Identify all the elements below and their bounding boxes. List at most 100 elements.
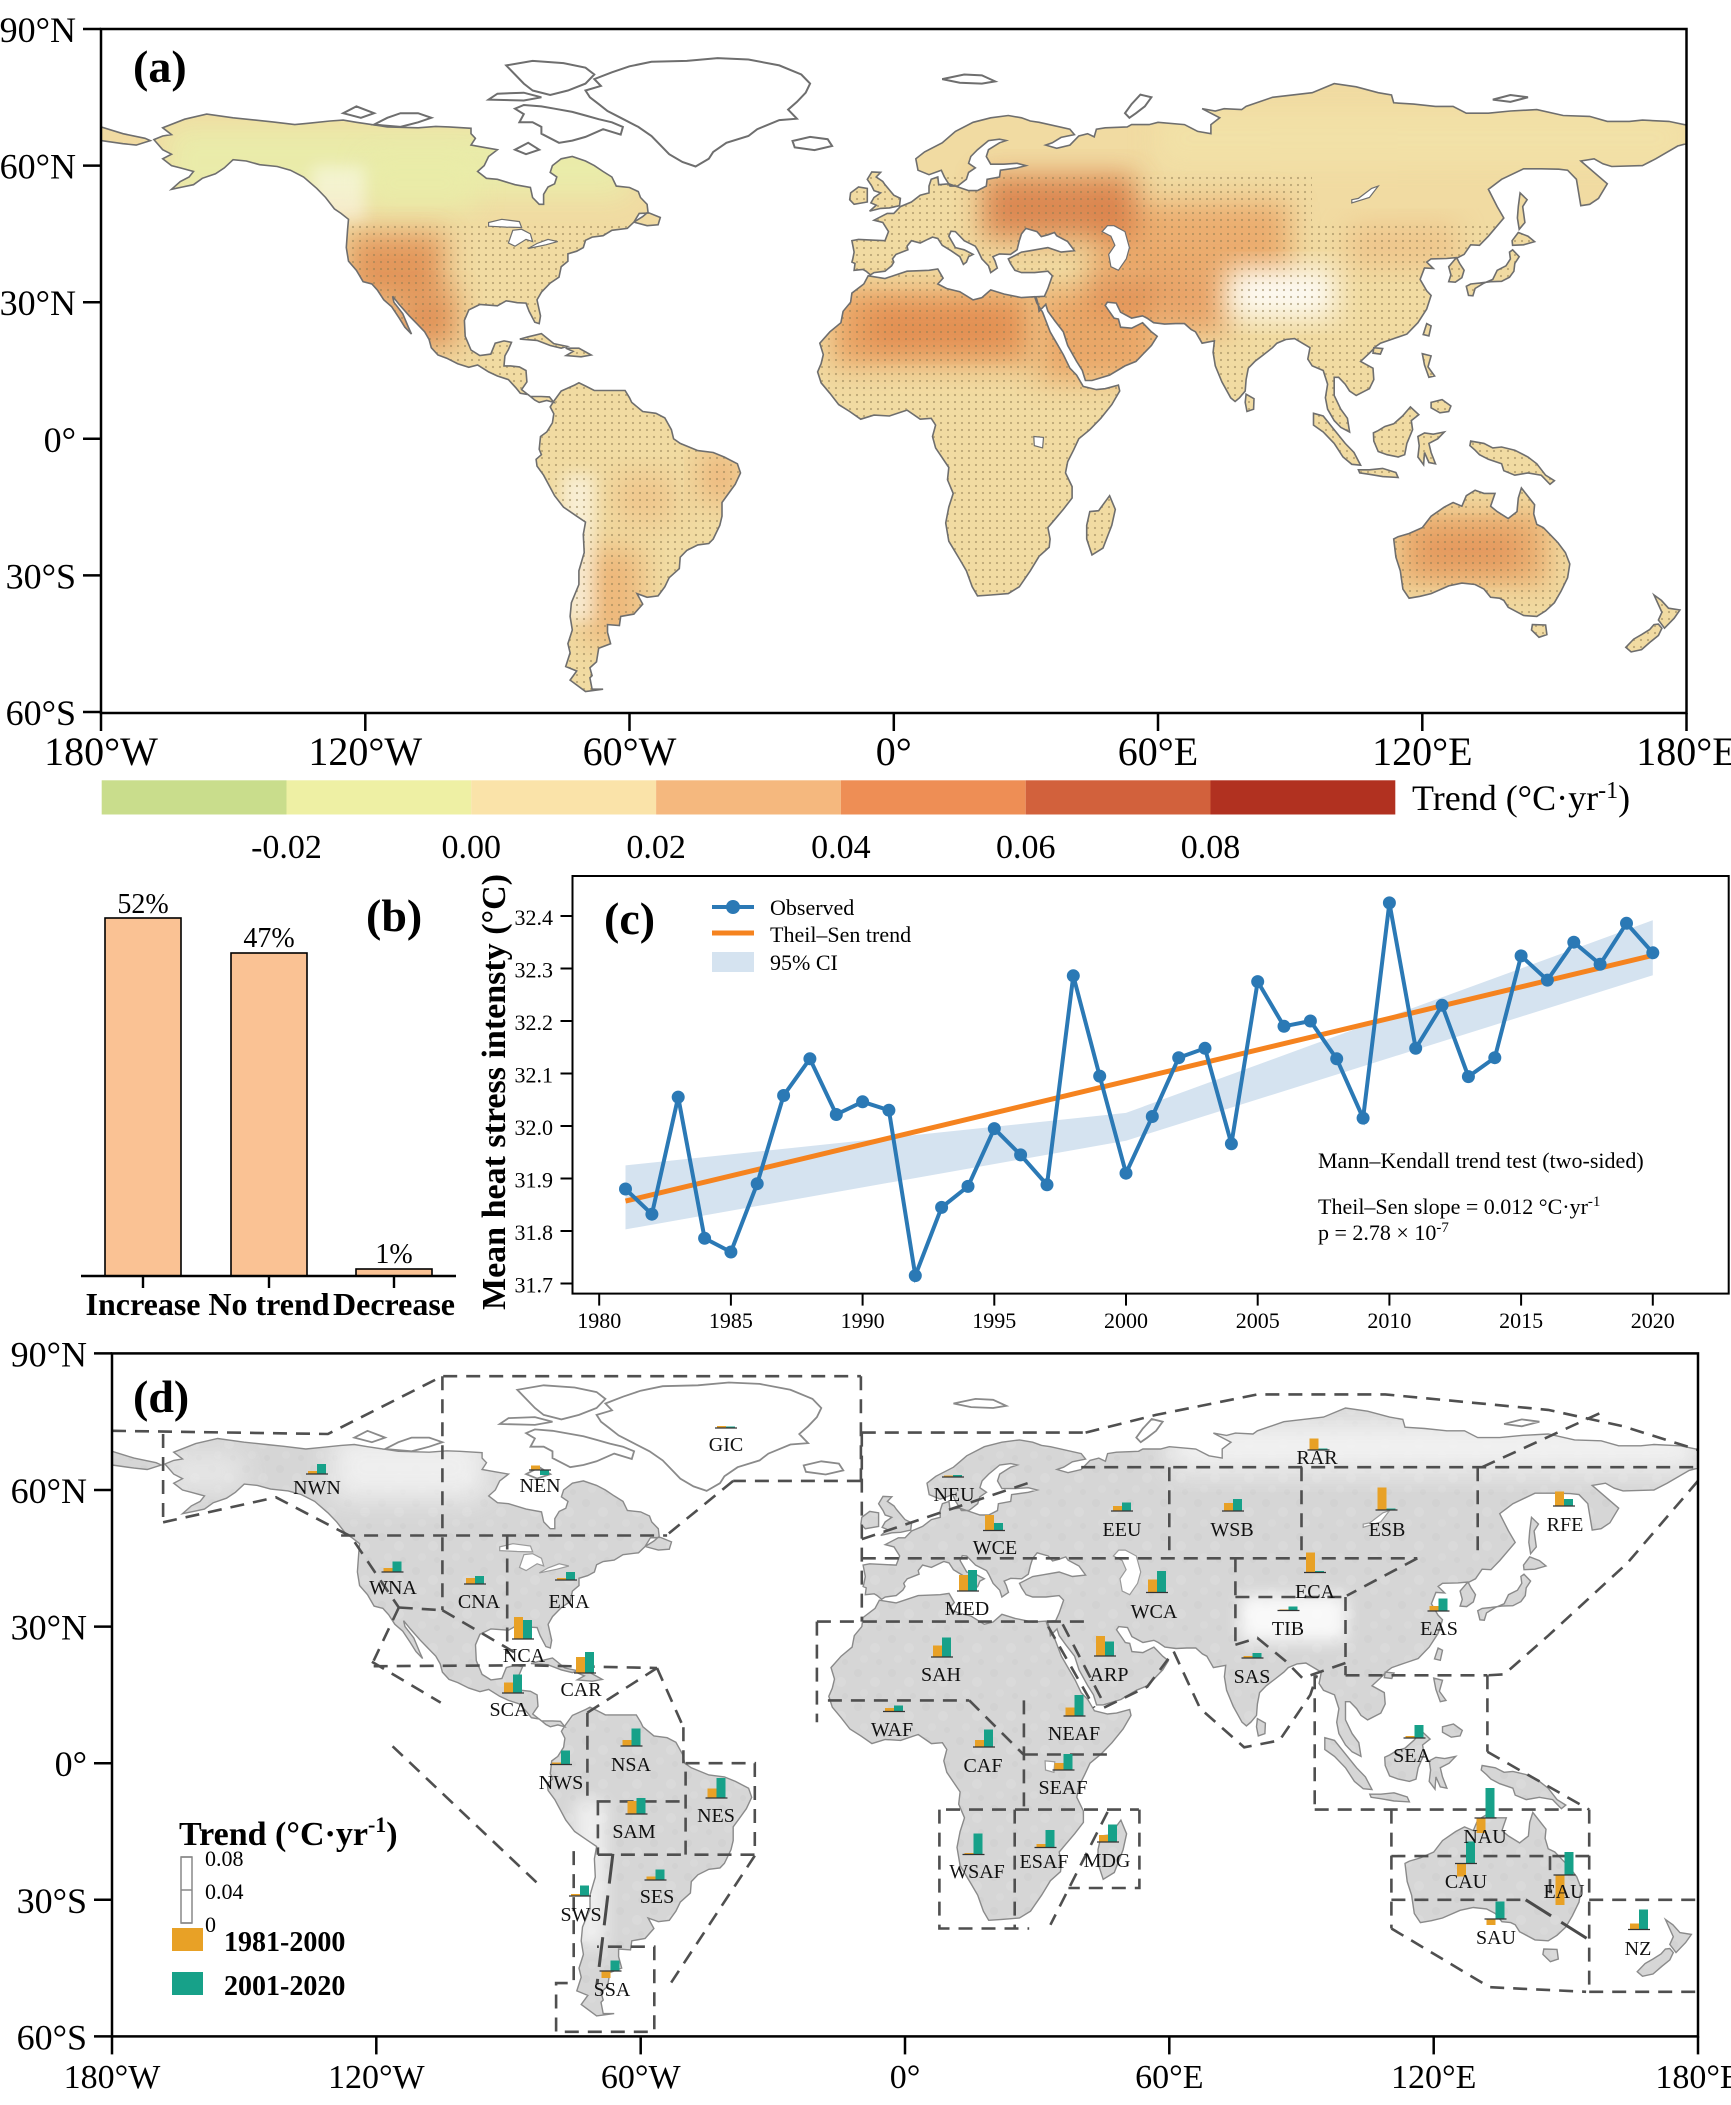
- svg-text:NWS: NWS: [539, 1772, 583, 1794]
- svg-text:WAF: WAF: [871, 1719, 913, 1741]
- svg-text:31.9: 31.9: [515, 1168, 554, 1193]
- svg-text:90°N: 90°N: [11, 1334, 87, 1374]
- svg-text:GIC: GIC: [709, 1434, 743, 1456]
- svg-text:(b): (b): [366, 890, 422, 941]
- svg-text:WSB: WSB: [1210, 1519, 1253, 1541]
- svg-text:Theil–Sen trend: Theil–Sen trend: [770, 922, 911, 947]
- svg-text:Mann–Kendall trend test (two-s: Mann–Kendall trend test (two-sided): [1318, 1148, 1644, 1173]
- svg-text:EEU: EEU: [1103, 1519, 1142, 1541]
- svg-text:SAS: SAS: [1234, 1666, 1271, 1688]
- svg-text:30°S: 30°S: [6, 556, 76, 596]
- svg-text:90°N: 90°N: [0, 10, 76, 50]
- svg-text:32.2: 32.2: [515, 1010, 554, 1035]
- svg-text:MED: MED: [945, 1598, 989, 1620]
- svg-text:2001-2020: 2001-2020: [224, 1971, 345, 2002]
- svg-text:NCA: NCA: [503, 1645, 546, 1667]
- svg-text:(d): (d): [133, 1371, 189, 1422]
- svg-text:1985: 1985: [709, 1308, 753, 1333]
- svg-text:31.7: 31.7: [515, 1273, 554, 1298]
- svg-text:1990: 1990: [841, 1308, 885, 1333]
- svg-text:0°: 0°: [55, 1744, 87, 1784]
- svg-text:SAH: SAH: [921, 1664, 961, 1686]
- svg-text:60°N: 60°N: [0, 147, 76, 187]
- svg-text:NSA: NSA: [611, 1754, 652, 1776]
- svg-text:CAU: CAU: [1445, 1871, 1488, 1893]
- svg-text:47%: 47%: [243, 923, 294, 954]
- svg-text:RAR: RAR: [1296, 1447, 1338, 1469]
- svg-text:60°E: 60°E: [1118, 729, 1198, 774]
- svg-text:NZ: NZ: [1625, 1938, 1652, 1960]
- svg-text:60°S: 60°S: [6, 693, 76, 733]
- svg-text:60°W: 60°W: [601, 2059, 682, 2096]
- svg-text:0.04: 0.04: [205, 1879, 244, 1904]
- svg-text:60°S: 60°S: [17, 2017, 87, 2057]
- svg-text:NEN: NEN: [519, 1475, 560, 1497]
- svg-text:180°E: 180°E: [1655, 2059, 1731, 2096]
- svg-text:30°N: 30°N: [0, 283, 76, 323]
- svg-text:No trend: No trend: [208, 1286, 329, 1322]
- svg-text:2015: 2015: [1499, 1308, 1543, 1333]
- svg-text:120°E: 120°E: [1391, 2059, 1476, 2096]
- svg-text:CNA: CNA: [458, 1591, 501, 1613]
- svg-text:31.8: 31.8: [515, 1220, 554, 1245]
- svg-text:TIB: TIB: [1272, 1618, 1304, 1640]
- svg-text:SES: SES: [640, 1886, 674, 1908]
- svg-text:Mean heat stress intensty (°C): Mean heat stress intensty (°C): [476, 874, 513, 1310]
- svg-text:32.1: 32.1: [515, 1063, 554, 1088]
- svg-text:2005: 2005: [1236, 1308, 1280, 1333]
- svg-text:NES: NES: [697, 1805, 735, 1827]
- svg-text:120°E: 120°E: [1372, 729, 1472, 774]
- svg-text:NAU: NAU: [1463, 1826, 1507, 1848]
- svg-text:Theil–Sen slope = 0.012 °C·yr-: Theil–Sen slope = 0.012 °C·yr-1: [1318, 1194, 1600, 1219]
- svg-text:0.04: 0.04: [811, 829, 871, 866]
- svg-text:30°N: 30°N: [11, 1608, 87, 1648]
- svg-text:NEU: NEU: [933, 1484, 975, 1506]
- svg-text:1980: 1980: [577, 1308, 621, 1333]
- svg-text:0.00: 0.00: [442, 829, 502, 866]
- svg-text:EAS: EAS: [1420, 1618, 1458, 1640]
- svg-text:-0.02: -0.02: [251, 829, 322, 866]
- svg-text:ECA: ECA: [1295, 1581, 1336, 1603]
- svg-text:p = 2.78 × 10-7: p = 2.78 × 10-7: [1318, 1220, 1449, 1245]
- svg-text:180°W: 180°W: [64, 2059, 162, 2096]
- svg-text:Trend (°C·yr-1): Trend (°C·yr-1): [1412, 778, 1630, 818]
- svg-text:ESB: ESB: [1369, 1519, 1406, 1541]
- svg-text:EAU: EAU: [1543, 1881, 1585, 1903]
- svg-text:95% CI: 95% CI: [770, 950, 838, 975]
- svg-text:SSA: SSA: [594, 1979, 631, 2001]
- svg-text:ENA: ENA: [548, 1591, 590, 1613]
- svg-text:0°: 0°: [876, 729, 912, 774]
- svg-text:60°W: 60°W: [583, 729, 677, 774]
- svg-text:CAR: CAR: [560, 1679, 602, 1701]
- svg-text:SAM: SAM: [612, 1821, 656, 1843]
- svg-text:WNA: WNA: [369, 1577, 417, 1599]
- svg-text:180°E: 180°E: [1636, 729, 1731, 774]
- svg-text:32.0: 32.0: [515, 1115, 554, 1140]
- svg-text:0°: 0°: [44, 420, 76, 460]
- svg-text:RFE: RFE: [1547, 1514, 1584, 1536]
- svg-text:180°W: 180°W: [44, 729, 158, 774]
- svg-text:SWS: SWS: [560, 1904, 601, 1926]
- svg-text:0: 0: [205, 1912, 216, 1937]
- svg-text:60°E: 60°E: [1135, 2059, 1203, 2096]
- svg-text:32.3: 32.3: [515, 958, 554, 983]
- svg-text:1%: 1%: [375, 1239, 412, 1270]
- svg-text:CAF: CAF: [964, 1755, 1003, 1777]
- svg-text:30°S: 30°S: [17, 1881, 87, 1921]
- svg-text:1995: 1995: [972, 1308, 1016, 1333]
- svg-text:NEAF: NEAF: [1048, 1723, 1100, 1745]
- svg-text:WSAF: WSAF: [949, 1861, 1005, 1883]
- svg-text:Trend (°C·yr-1): Trend (°C·yr-1): [179, 1812, 398, 1853]
- svg-text:SCA: SCA: [490, 1699, 529, 1721]
- svg-text:(a): (a): [133, 41, 187, 92]
- svg-text:WCE: WCE: [973, 1537, 1017, 1559]
- svg-text:2000: 2000: [1104, 1308, 1148, 1333]
- svg-text:WCA: WCA: [1131, 1601, 1178, 1623]
- svg-text:Decrease: Decrease: [333, 1286, 455, 1322]
- svg-text:(c): (c): [604, 893, 655, 944]
- svg-text:ARP: ARP: [1090, 1664, 1129, 1686]
- svg-text:0.06: 0.06: [996, 829, 1056, 866]
- svg-text:Observed: Observed: [770, 895, 854, 920]
- svg-text:0.02: 0.02: [626, 829, 686, 866]
- svg-text:2010: 2010: [1367, 1308, 1411, 1333]
